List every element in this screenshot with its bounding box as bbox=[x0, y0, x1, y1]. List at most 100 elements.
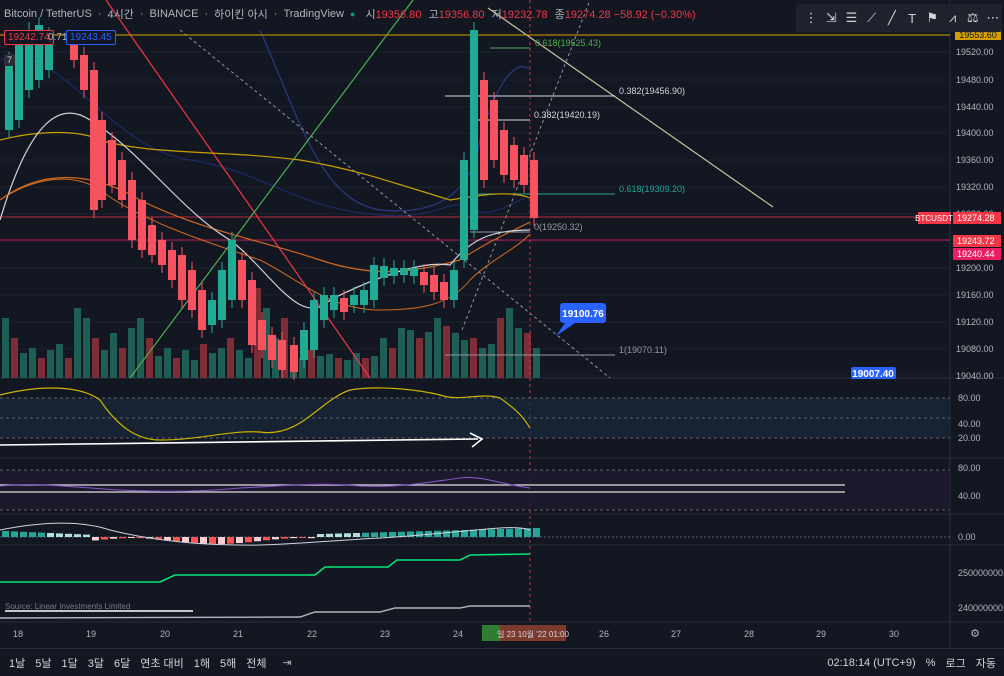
tf-1y[interactable]: 1해 bbox=[193, 657, 211, 670]
log-toggle[interactable]: 로그 bbox=[945, 657, 966, 670]
volume-bar bbox=[344, 360, 351, 378]
brush-icon[interactable]: ⟋ bbox=[867, 10, 877, 25]
macd-bar bbox=[497, 529, 504, 537]
volume-bar bbox=[488, 344, 495, 378]
price-tick: 19080.00 bbox=[956, 344, 994, 354]
volume-bar bbox=[155, 356, 162, 378]
macd-bar bbox=[380, 532, 387, 537]
price-tick: 19160.00 bbox=[956, 290, 994, 300]
candle-body bbox=[238, 260, 246, 300]
macd-histogram bbox=[2, 528, 540, 544]
macd-bar bbox=[506, 528, 513, 537]
axis-price-bg bbox=[953, 235, 1001, 247]
bottom-toolbar: 1날 5날 1달 3달 6달 연초 대비 1해 5해 전체 ⇥ 02:18:14… bbox=[0, 648, 1004, 676]
volume-bar bbox=[29, 348, 36, 378]
macd-bar bbox=[335, 533, 342, 537]
clock-label[interactable]: 02:18:14 (UTC+9) bbox=[827, 656, 916, 669]
candle-body bbox=[400, 268, 408, 275]
macd-bar bbox=[371, 532, 378, 537]
date-tick: 29 bbox=[816, 629, 826, 639]
volume-bar bbox=[146, 338, 153, 378]
candle-body bbox=[108, 140, 116, 185]
volume-bar bbox=[20, 353, 27, 378]
candle-body bbox=[370, 265, 378, 300]
pattern-icon[interactable]: ⩘ bbox=[948, 10, 957, 25]
trendline-icon[interactable]: ⇲ bbox=[825, 10, 837, 25]
line-icon[interactable]: ╱ bbox=[888, 10, 896, 25]
auto-toggle[interactable]: 자동 bbox=[975, 657, 996, 670]
macd-bar bbox=[38, 532, 45, 537]
source-label: TradingView bbox=[283, 8, 344, 20]
volume-bar bbox=[164, 348, 171, 378]
osc-tick: 20.00 bbox=[958, 433, 981, 443]
osc-tick: 40.00 bbox=[958, 419, 981, 429]
dashed-trendline[interactable] bbox=[179, 29, 611, 379]
macd-bar bbox=[29, 532, 36, 537]
flag-icon[interactable]: ⚑ bbox=[926, 10, 939, 25]
fib-icon[interactable]: ☰ bbox=[845, 10, 858, 25]
candle-body bbox=[480, 80, 488, 180]
resistance-line[interactable] bbox=[487, 7, 774, 208]
date-tick: 23 bbox=[380, 629, 390, 639]
more-icon[interactable]: ⋯ bbox=[986, 10, 1000, 25]
osc1-line bbox=[0, 387, 531, 441]
volume-bar bbox=[470, 338, 477, 378]
candle-body bbox=[420, 272, 428, 285]
candle-body bbox=[390, 268, 398, 276]
macd-bar bbox=[173, 537, 180, 542]
tf-all[interactable]: 전체 bbox=[246, 657, 267, 670]
date-tick: 27 bbox=[671, 629, 681, 639]
tf-ytd[interactable]: 연초 대비 bbox=[140, 657, 184, 670]
tf-6m[interactable]: 6달 bbox=[114, 657, 131, 670]
candle-body bbox=[330, 295, 338, 310]
macd-bar bbox=[182, 537, 189, 543]
price-tick: 19440.00 bbox=[956, 102, 994, 112]
price-callout[interactable]: 19100.76 bbox=[556, 303, 606, 336]
macd-bar bbox=[290, 537, 297, 539]
macd-bar bbox=[389, 532, 396, 537]
price-tick: 19200.00 bbox=[956, 263, 994, 273]
candle-body bbox=[500, 130, 508, 175]
indicator-count-toggle[interactable]: 7 bbox=[4, 54, 16, 66]
price-flag[interactable]: 19007.40 bbox=[851, 367, 896, 380]
volume-bar bbox=[173, 358, 180, 378]
settings-gear-icon[interactable]: ⚙ bbox=[970, 628, 980, 640]
symbol-name[interactable]: Bitcoin / TetherUS bbox=[4, 8, 92, 20]
candle-body bbox=[35, 25, 43, 80]
ask-price-pill[interactable]: 19243.45 bbox=[66, 30, 116, 45]
candle-body bbox=[5, 60, 13, 130]
percent-toggle[interactable]: % bbox=[925, 656, 936, 669]
axis-price-label: 19243.72 bbox=[957, 236, 995, 246]
interval-label[interactable]: 4시간 bbox=[107, 9, 134, 21]
volume-bar bbox=[263, 308, 270, 378]
volume-bar bbox=[371, 356, 378, 378]
macd-bar bbox=[47, 533, 54, 537]
goto-date-icon[interactable]: ⇥ bbox=[282, 657, 292, 669]
tf-1m[interactable]: 1달 bbox=[61, 657, 78, 670]
candle-body bbox=[470, 30, 478, 230]
green-trendline[interactable] bbox=[129, 0, 414, 379]
macd-bar bbox=[524, 528, 531, 537]
volume-bar bbox=[56, 344, 63, 378]
tf-5y[interactable]: 5해 bbox=[220, 657, 237, 670]
osc1-divergence-arrow[interactable] bbox=[0, 438, 479, 446]
candle-body bbox=[430, 275, 438, 292]
text-icon[interactable]: T bbox=[908, 10, 917, 26]
tf-1d[interactable]: 1날 bbox=[9, 657, 26, 670]
tf-5d[interactable]: 5날 bbox=[35, 657, 52, 670]
candle-body bbox=[490, 100, 498, 160]
candle-body bbox=[208, 300, 216, 325]
bid-price-pill[interactable]: 19242.74 bbox=[4, 30, 54, 45]
drag-handle-icon[interactable]: ⋮ bbox=[804, 10, 818, 25]
measure-icon[interactable]: ⚖ bbox=[966, 10, 979, 25]
flag-text: 19007.40 bbox=[852, 369, 894, 380]
candle-body bbox=[410, 268, 418, 276]
tf-3m[interactable]: 3달 bbox=[87, 657, 104, 670]
macd-bar bbox=[254, 537, 261, 542]
macd-bar bbox=[83, 534, 90, 537]
candle-body bbox=[460, 160, 468, 260]
obv-green bbox=[0, 553, 531, 583]
candle-body bbox=[520, 155, 528, 185]
osc-tick: 250000000.00 bbox=[958, 568, 1004, 578]
